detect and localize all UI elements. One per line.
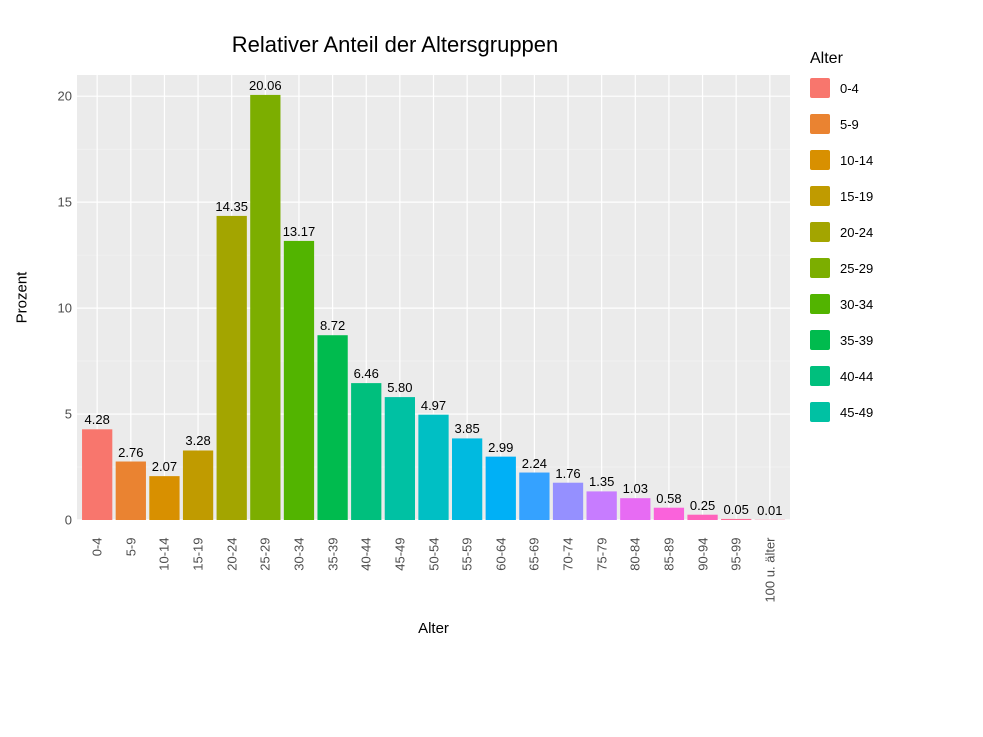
legend-title: Alter (810, 50, 970, 68)
legend-item: 30-34 (810, 294, 970, 314)
bar-value-label: 6.46 (354, 366, 379, 381)
bar (284, 241, 314, 520)
plot-panel (77, 75, 790, 520)
legend-label: 10-14 (840, 153, 873, 168)
legend-swatch (810, 186, 830, 206)
legend-swatch (810, 222, 830, 242)
y-tick-label: 5 (32, 407, 72, 422)
bar-value-label: 14.35 (215, 199, 248, 214)
bar-value-label: 0.58 (656, 491, 681, 506)
y-tick-label: 20 (32, 89, 72, 104)
legend-item: 20-24 (810, 222, 970, 242)
legend-item: 25-29 (810, 258, 970, 278)
legend-swatch (810, 114, 830, 134)
legend-label: 5-9 (840, 117, 859, 132)
bar (452, 438, 482, 520)
bar-value-label: 2.99 (488, 440, 513, 455)
bar (418, 415, 448, 520)
bar (317, 335, 347, 520)
bar (149, 476, 179, 520)
legend-item: 35-39 (810, 330, 970, 350)
chart-container: Relativer Anteil der Altersgruppen Proze… (0, 0, 983, 737)
y-tick-label: 10 (32, 301, 72, 316)
legend-label: 35-39 (840, 333, 873, 348)
legend-items: 0-4 5-9 10-14 15-19 20-24 25-29 30-34 35-39 40-4… (810, 78, 970, 422)
x-axis-title: Alter (77, 620, 790, 637)
legend-item: 5-9 (810, 114, 970, 134)
legend-label: 0-4 (840, 81, 859, 96)
legend: Alter 0-4 5-9 10-14 15-19 20-24 25-29 30-34 35-… (810, 50, 970, 438)
legend-swatch (810, 258, 830, 278)
legend-swatch (810, 294, 830, 314)
bar (82, 429, 112, 520)
legend-label: 15-19 (840, 189, 873, 204)
bar-value-label: 20.06 (249, 78, 282, 93)
bar-value-label: 2.24 (522, 456, 547, 471)
bar-value-label: 5.80 (387, 380, 412, 395)
legend-item: 10-14 (810, 150, 970, 170)
bar (721, 519, 751, 520)
y-axis-title: Prozent (12, 75, 32, 520)
bar (385, 397, 415, 520)
legend-label: 45-49 (840, 405, 873, 420)
bar-value-label: 3.28 (185, 433, 210, 448)
legend-swatch (810, 150, 830, 170)
bar (620, 498, 650, 520)
chart-title: Relativer Anteil der Altersgruppen (0, 32, 790, 58)
bar-value-label: 4.28 (85, 412, 110, 427)
bar (116, 462, 146, 520)
bar-value-label: 2.07 (152, 459, 177, 474)
bar-value-label: 1.03 (623, 481, 648, 496)
legend-item: 15-19 (810, 186, 970, 206)
legend-item: 40-44 (810, 366, 970, 386)
bar (519, 473, 549, 520)
bar (654, 508, 684, 520)
legend-label: 20-24 (840, 225, 873, 240)
bar-value-label: 0.05 (724, 502, 749, 517)
bar (183, 450, 213, 520)
legend-item: 0-4 (810, 78, 970, 98)
bar (250, 95, 280, 520)
legend-label: 40-44 (840, 369, 873, 384)
legend-label: 30-34 (840, 297, 873, 312)
bar-value-label: 4.97 (421, 398, 446, 413)
bar-value-label: 3.85 (454, 421, 479, 436)
bar-value-label: 1.76 (555, 466, 580, 481)
y-tick-label: 15 (32, 195, 72, 210)
legend-swatch (810, 366, 830, 386)
legend-label: 25-29 (840, 261, 873, 276)
plot-svg (77, 75, 790, 520)
bar (587, 491, 617, 520)
bar-value-label: 0.25 (690, 498, 715, 513)
bar (687, 515, 717, 520)
legend-swatch (810, 402, 830, 422)
legend-swatch (810, 330, 830, 350)
bar-value-label: 8.72 (320, 318, 345, 333)
bar-value-label: 13.17 (283, 224, 316, 239)
bar-value-label: 1.35 (589, 474, 614, 489)
bar-value-label: 2.76 (118, 445, 143, 460)
bar (553, 483, 583, 520)
bar-value-label: 0.01 (757, 503, 782, 518)
bar (486, 457, 516, 520)
bar (217, 216, 247, 520)
bar (351, 383, 381, 520)
legend-item: 45-49 (810, 402, 970, 422)
y-tick-label: 0 (32, 513, 72, 528)
legend-swatch (810, 78, 830, 98)
